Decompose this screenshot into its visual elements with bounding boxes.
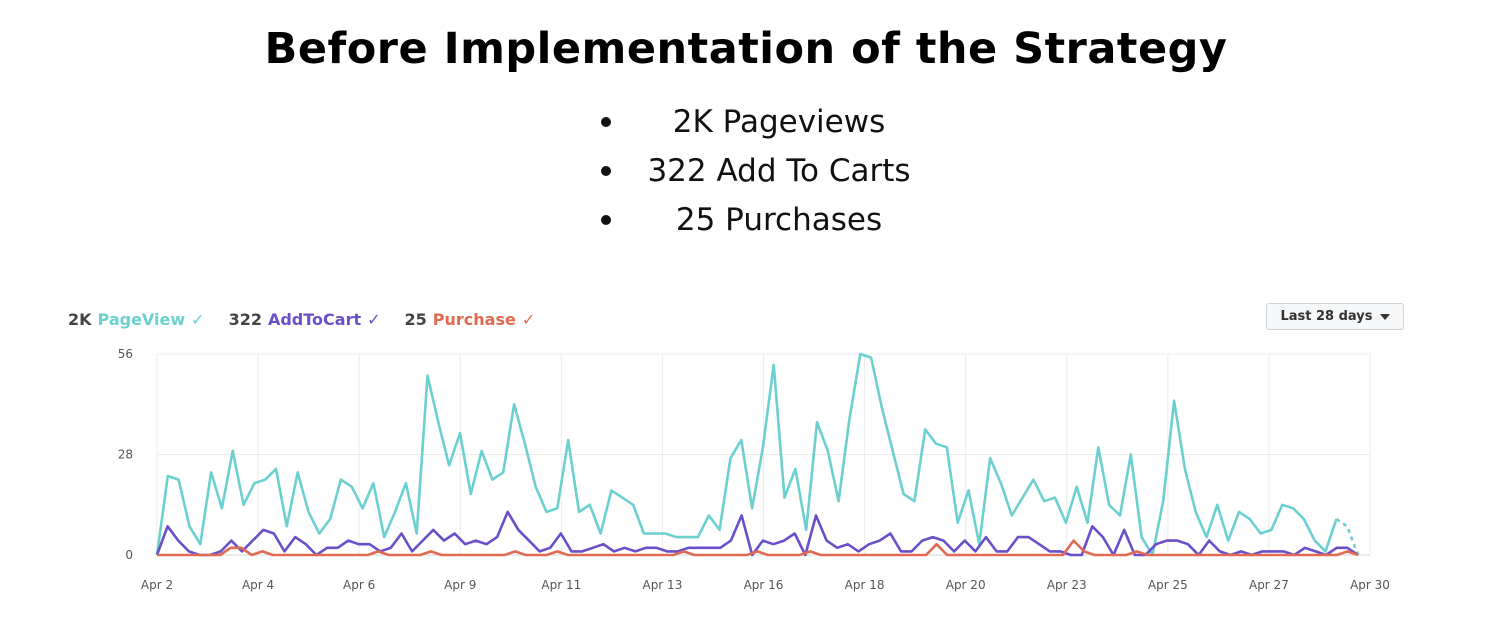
page-title: Before Implementation of the Strategy	[264, 24, 1228, 74]
x-tick-label: Apr 27	[1249, 578, 1289, 592]
bullet-icon	[601, 166, 611, 176]
summary-text: 25 Purchases	[675, 202, 883, 238]
x-tick-label: Apr 30	[1350, 578, 1390, 592]
x-tick-label: Apr 4	[242, 578, 274, 592]
chart-legend: 2K PageView ✓ 322 AddToCart ✓ 25 Purchas…	[68, 308, 559, 330]
line-chart: Apr 2 Apr 4 Apr 6 Apr 9 Apr 11 Apr 13 Apr 16 Ap…	[118, 347, 1390, 592]
check-icon[interactable]: ✓	[521, 309, 536, 329]
legend-count: 322	[228, 309, 262, 329]
x-tick-label: Apr 2	[141, 578, 173, 592]
series-line-pageview-partial	[1335, 518, 1360, 556]
bullet-icon	[601, 215, 611, 225]
x-tick-label: Apr 11	[541, 578, 581, 592]
y-tick-label: 0	[125, 548, 133, 562]
y-tick-label: 28	[118, 448, 133, 462]
date-range-label: Last 28 days	[1280, 309, 1373, 324]
x-tick-label: Apr 6	[343, 578, 375, 592]
summary-list: 2K Pageviews 322 Add To Carts 25 Purchas…	[596, 100, 926, 247]
summary-item: 322 Add To Carts	[596, 149, 926, 198]
summary-text: 322 Add To Carts	[647, 153, 911, 189]
y-tick-label: 56	[118, 347, 133, 361]
x-tick-label: Apr 18	[845, 578, 885, 592]
x-tick-label: Apr 9	[444, 578, 476, 592]
check-icon[interactable]: ✓	[191, 309, 205, 329]
summary-item: 25 Purchases	[596, 198, 926, 247]
x-tick-label: Apr 13	[642, 578, 682, 592]
x-tick-label: Apr 25	[1148, 578, 1188, 592]
date-range-dropdown[interactable]: Last 28 days	[1266, 303, 1404, 330]
caret-down-icon	[1379, 313, 1390, 320]
summary-text: 2K Pageviews	[672, 104, 886, 140]
check-icon[interactable]: ✓	[367, 309, 381, 329]
bullet-icon	[601, 117, 611, 127]
x-tick-label: Apr 16	[744, 578, 784, 592]
legend-item-purchase[interactable]: 25 Purchase ✓	[405, 310, 536, 329]
legend-count: 2K	[68, 309, 92, 329]
x-tick-label: Apr 23	[1047, 578, 1087, 592]
legend-count: 25	[404, 309, 427, 329]
legend-label: Purchase	[432, 309, 516, 329]
summary-item: 2K Pageviews	[596, 100, 926, 149]
legend-label: PageView	[97, 309, 186, 329]
x-tick-label: Apr 20	[946, 578, 986, 592]
series-line-addtocart	[155, 510, 1359, 557]
series-line-pageview	[155, 352, 1338, 557]
series-line-purchase	[157, 539, 1359, 557]
legend-label: AddToCart	[267, 309, 362, 329]
legend-item-addtocart[interactable]: 322 AddToCart ✓	[229, 310, 381, 329]
legend-item-pageview[interactable]: 2K PageView ✓	[68, 310, 205, 329]
